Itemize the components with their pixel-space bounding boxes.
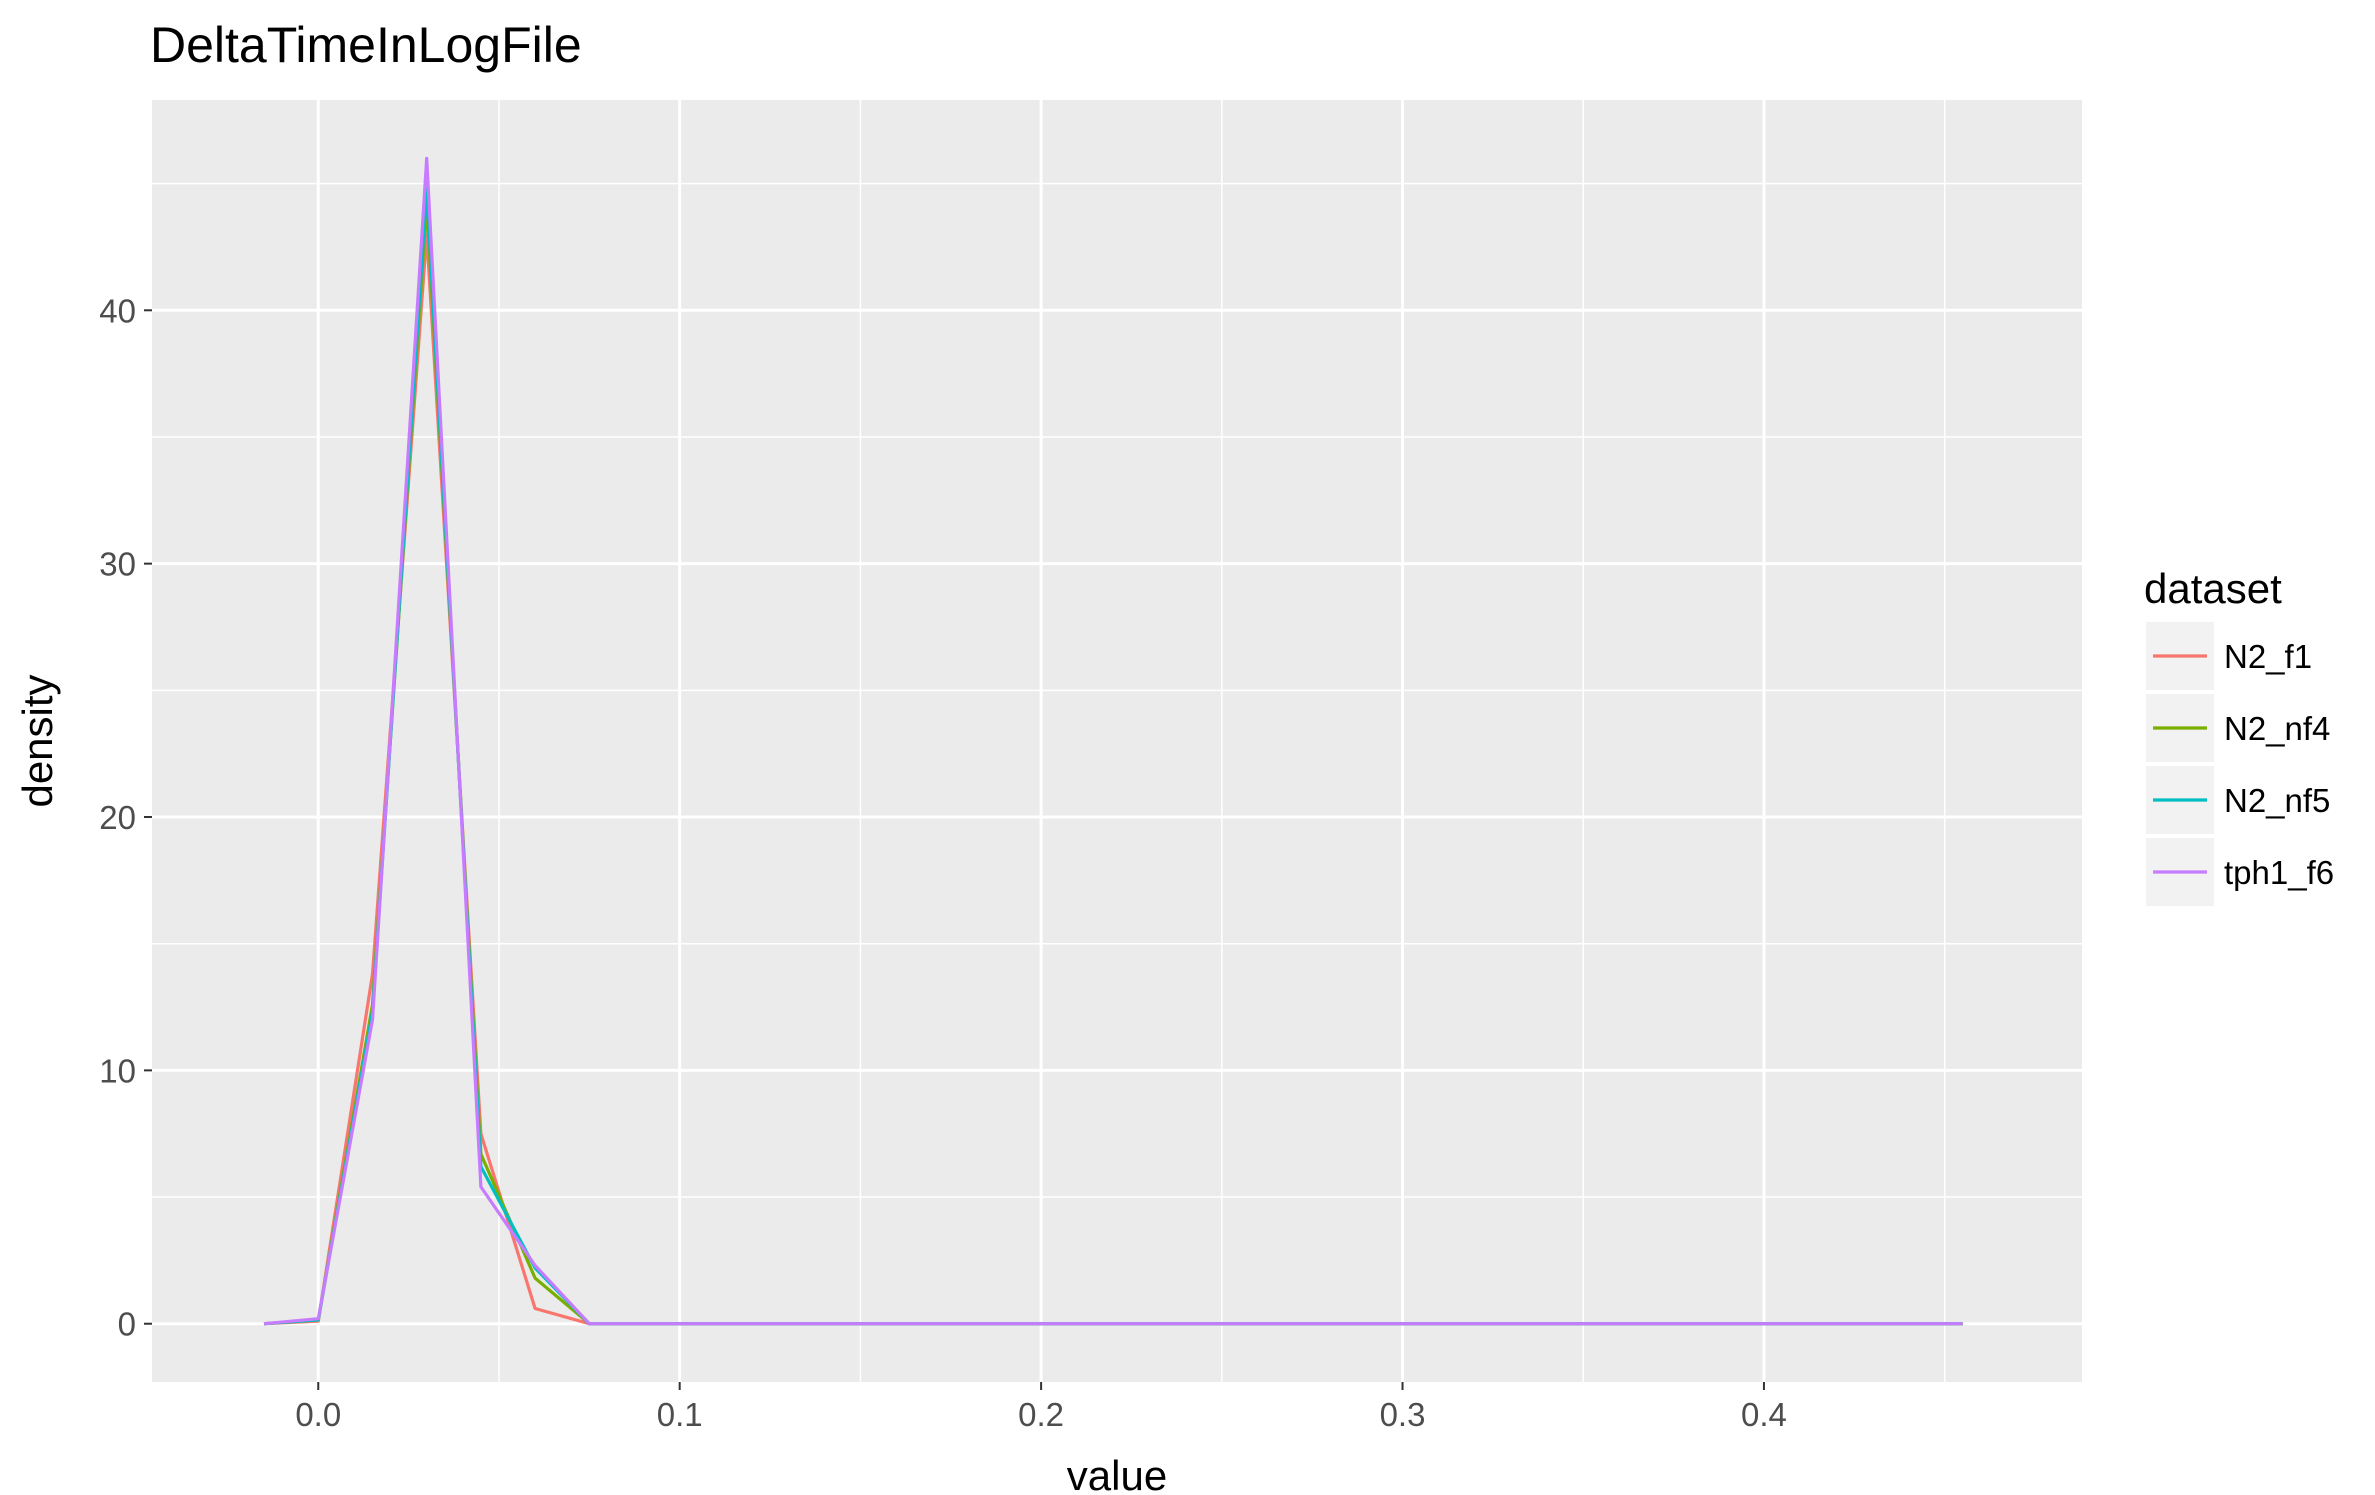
- x-tick-label: 0.3: [1380, 1396, 1426, 1433]
- y-axis-title: density: [14, 674, 61, 807]
- series-lines: [263, 156, 1963, 1326]
- legend: dataset N2_f1 N2_nf4 N2_nf5 tph1_f6: [2144, 565, 2334, 906]
- x-tick-label: 0.4: [1741, 1396, 1787, 1433]
- series-line-tph1_f6: [263, 156, 1963, 1326]
- x-axis-title: value: [1067, 1452, 1167, 1495]
- y-tick-label: 0: [118, 1306, 136, 1343]
- x-tick-label: 0.2: [1018, 1396, 1064, 1433]
- y-tick-label: 10: [99, 1052, 136, 1089]
- y-tick-label: 40: [99, 292, 136, 329]
- legend-label: N2_nf5: [2224, 782, 2330, 819]
- x-tick-label: 0.1: [657, 1396, 703, 1433]
- legend-label: N2_nf4: [2224, 710, 2330, 747]
- y-tick-label: 30: [99, 546, 136, 583]
- legend-label: tph1_f6: [2224, 854, 2334, 891]
- plot-panel: [152, 100, 2082, 1382]
- grid-major: [152, 100, 2082, 1382]
- x-axis-ticks: 0.0 0.1 0.2 0.3 0.4: [295, 1382, 1787, 1433]
- grid-minor: [152, 100, 2082, 1382]
- legend-title: dataset: [2144, 565, 2282, 612]
- legend-label: N2_f1: [2224, 638, 2312, 675]
- y-axis-ticks: 0 10 20 30 40: [99, 292, 152, 1343]
- y-tick-label: 20: [99, 799, 136, 836]
- x-tick-label: 0.0: [295, 1396, 341, 1433]
- chart-title: DeltaTimeInLogFile: [150, 17, 582, 73]
